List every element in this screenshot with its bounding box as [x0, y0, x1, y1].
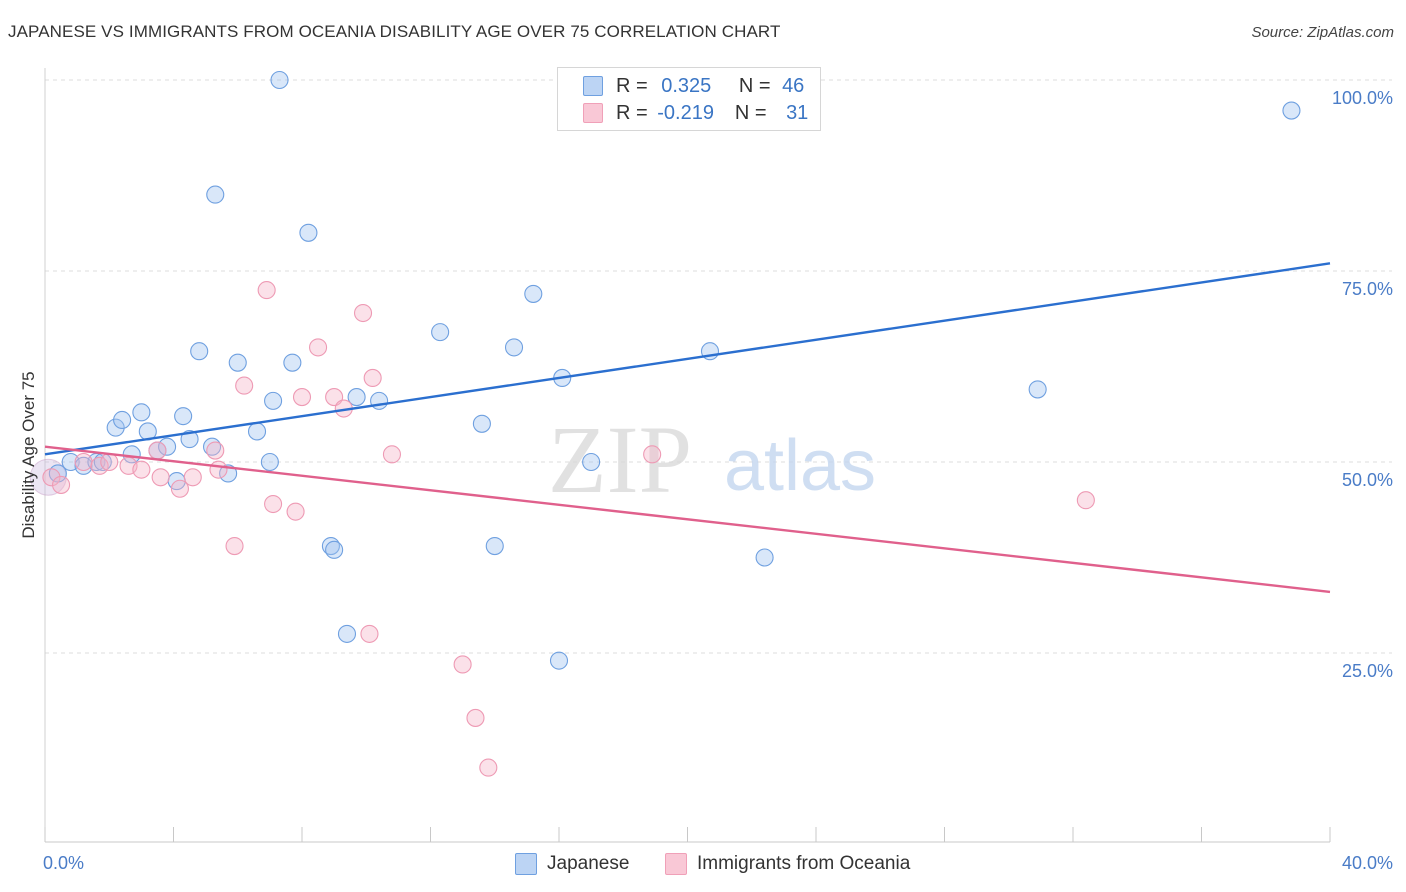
- y-tick-label: 50.0%: [1342, 470, 1393, 490]
- japanese-point: [174, 407, 193, 426]
- oceania-point: [453, 655, 472, 674]
- oceania-point: [52, 475, 71, 494]
- japanese-point: [106, 418, 125, 437]
- watermark-atlas: atlas: [724, 426, 876, 506]
- japanese-point: [180, 430, 199, 449]
- source-credit: Source: ZipAtlas.com: [1251, 24, 1394, 41]
- japanese-point: [755, 548, 774, 567]
- x-tick-label: 40.0%: [1342, 853, 1393, 873]
- watermark-zip: ZIP: [548, 406, 692, 513]
- oceania-point: [360, 624, 379, 643]
- oceania-point: [292, 388, 312, 407]
- oceania-point: [643, 445, 662, 464]
- japanese-point: [549, 651, 569, 670]
- oceania-point: [206, 441, 225, 460]
- japanese-point: [582, 452, 601, 472]
- japanese-point: [299, 223, 318, 242]
- bottom-legend-swatch-oceania: [665, 853, 687, 875]
- chart-title: JAPANESE VS IMMIGRANTS FROM OCEANIA DISA…: [8, 22, 781, 41]
- legend-r-value-japanese: 0.325: [661, 74, 712, 97]
- oceania-point: [170, 479, 189, 498]
- grid-lines: [45, 79, 1392, 654]
- cluster-point: [29, 458, 67, 496]
- japanese-point: [228, 353, 247, 372]
- japanese-point: [524, 284, 543, 303]
- x-tick-label: 0.0%: [43, 853, 84, 873]
- japanese-point: [158, 437, 177, 456]
- oceania-point: [74, 452, 93, 472]
- legend-n-value-oceania: 31: [786, 101, 809, 124]
- oceania-point: [353, 303, 373, 323]
- oceania-point: [132, 460, 151, 479]
- japanese-point: [283, 353, 302, 372]
- oceania-point: [225, 536, 244, 556]
- japanese-point: [219, 464, 238, 483]
- bottom-legend-oceania: Immigrants from Oceania: [665, 852, 910, 876]
- y-tick-label: 75.0%: [1342, 279, 1393, 299]
- bottom-legend-japanese: Japanese: [515, 852, 629, 876]
- japanese-point: [190, 342, 209, 361]
- oceania-point: [264, 494, 283, 514]
- japanese-point: [370, 391, 389, 410]
- japanese-point: [206, 185, 225, 204]
- legend-n-label: N =: [738, 74, 771, 97]
- data-points: [29, 70, 1301, 777]
- oceania-point: [286, 502, 305, 521]
- tick-labels: 25.0% 50.0% 75.0% 100.0% 0.0% 40.0%: [43, 88, 1393, 873]
- legend-swatch-oceania: [583, 103, 603, 123]
- bottom-legend-label-oceania: Immigrants from Oceania: [697, 853, 911, 874]
- japanese-point: [1282, 101, 1301, 120]
- legend-r-label: R =: [616, 74, 648, 97]
- japanese-point: [472, 414, 491, 433]
- oceania-point: [100, 452, 119, 472]
- legend-swatch-japanese: [583, 76, 603, 96]
- oceania-point: [257, 281, 276, 300]
- oceania-point: [42, 468, 61, 487]
- oceania-point: [151, 468, 170, 487]
- oceania-point: [148, 441, 167, 460]
- correlation-legend: R = 0.325 N = 46 R = -0.219 N = 31: [557, 67, 821, 131]
- oceania-point: [90, 456, 109, 475]
- oceania-point: [209, 460, 228, 479]
- japanese-point: [113, 410, 132, 430]
- japanese-point: [247, 422, 267, 441]
- legend-n-label: N =: [734, 101, 767, 124]
- oceania-point: [382, 445, 402, 464]
- japanese-point: [270, 70, 289, 90]
- oceania-trend-line: [44, 445, 1331, 594]
- japanese-point: [337, 624, 357, 643]
- japanese-point: [431, 323, 450, 342]
- legend-n-value-japanese: 46: [782, 74, 805, 97]
- japanese-point: [485, 536, 504, 556]
- japanese-point: [325, 540, 344, 559]
- bottom-legend-label-japanese: Japanese: [547, 853, 630, 874]
- y-axis-label: Disability Age Over 75: [19, 371, 38, 538]
- japanese-point: [260, 452, 279, 472]
- oceania-point: [235, 376, 254, 395]
- oceania-point: [183, 468, 202, 487]
- japanese-point: [347, 388, 366, 407]
- y-tick-label: 100.0%: [1332, 88, 1393, 108]
- oceania-point: [309, 338, 328, 357]
- japanese-point: [132, 403, 151, 422]
- legend-r-label: R =: [616, 101, 648, 124]
- japanese-point: [1028, 380, 1047, 399]
- oceania-point: [479, 758, 498, 777]
- japanese-point: [264, 391, 283, 410]
- legend-r-value-oceania: -0.219: [657, 101, 714, 124]
- trend-lines: [44, 262, 1331, 594]
- oceania-point: [1076, 491, 1095, 510]
- y-tick-label: 25.0%: [1342, 661, 1393, 681]
- japanese-trend-line: [44, 262, 1331, 456]
- oceania-point: [363, 368, 382, 388]
- axes: [44, 68, 1331, 843]
- japanese-point: [504, 338, 524, 357]
- oceania-point: [466, 708, 485, 727]
- bottom-legend-swatch-japanese: [515, 853, 537, 875]
